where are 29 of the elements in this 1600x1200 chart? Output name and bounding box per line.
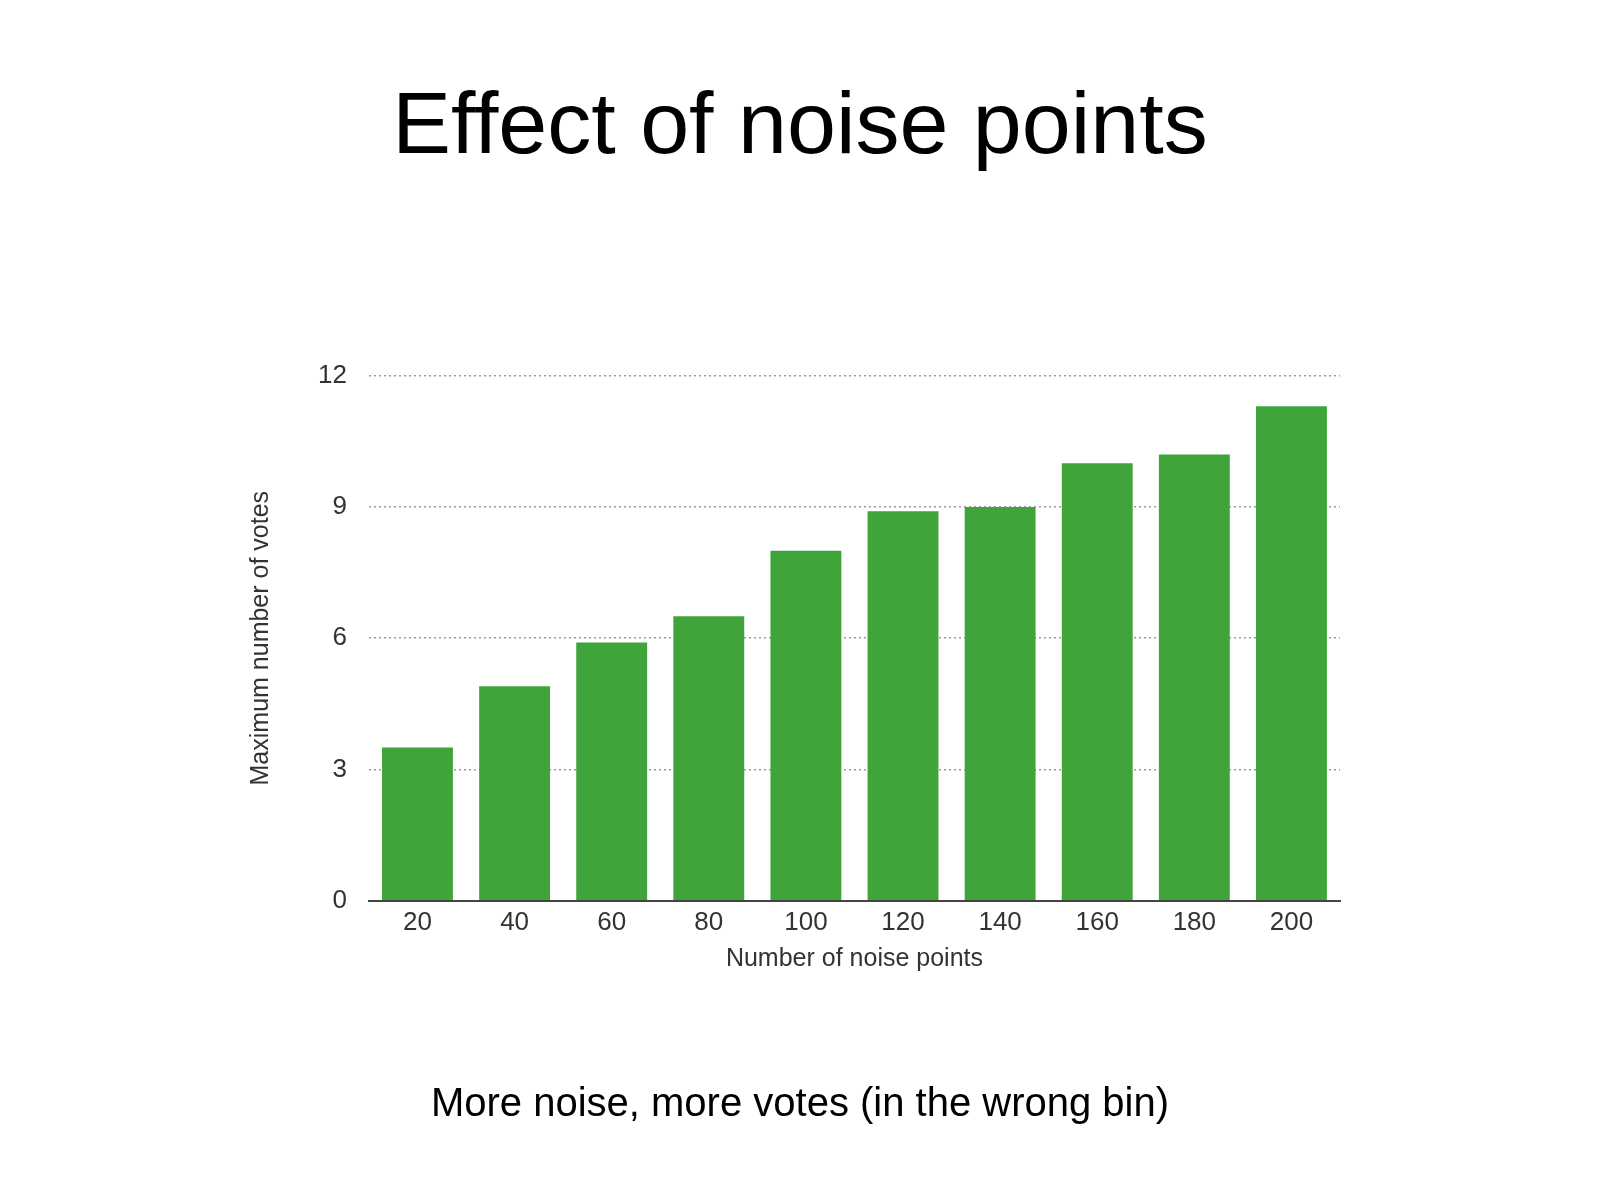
- bar: [1256, 406, 1327, 901]
- x-tick-label: 20: [403, 905, 432, 936]
- bar: [382, 747, 453, 901]
- y-tick-label: 9: [332, 490, 347, 521]
- bar: [576, 642, 648, 901]
- x-tick-label: 40: [500, 905, 530, 936]
- bar: [479, 686, 551, 901]
- text: More noise, more votes (in the wrong bin): [429, 1080, 1171, 1125]
- y-tick-label: 0: [332, 883, 347, 914]
- x-tick-label: 60: [597, 905, 627, 936]
- x-tick-label: 120: [881, 905, 925, 936]
- bar: [964, 506, 1036, 901]
- bar: [770, 550, 842, 901]
- x-tick-label: 180: [1172, 905, 1217, 936]
- bar: [673, 616, 745, 901]
- bar: [867, 511, 939, 901]
- x-tick-label: 140: [978, 905, 1022, 936]
- y-axis-title: Maximum number of votes: [244, 490, 273, 786]
- x-tick-label: 200: [1269, 905, 1314, 936]
- x-axis-title: Number of noise points: [725, 942, 984, 971]
- y-tick-label: 3: [332, 752, 347, 783]
- bar: [1061, 463, 1133, 901]
- x-tick-label: 80: [694, 905, 724, 936]
- y-tick-label: 12: [318, 358, 347, 389]
- bar: [1158, 454, 1230, 901]
- x-tick-label: 160: [1075, 905, 1119, 936]
- y-tick-label: 6: [332, 621, 347, 652]
- x-tick-label: 100: [784, 905, 828, 936]
- chart-title: Effect of noise points: [391, 72, 1209, 174]
